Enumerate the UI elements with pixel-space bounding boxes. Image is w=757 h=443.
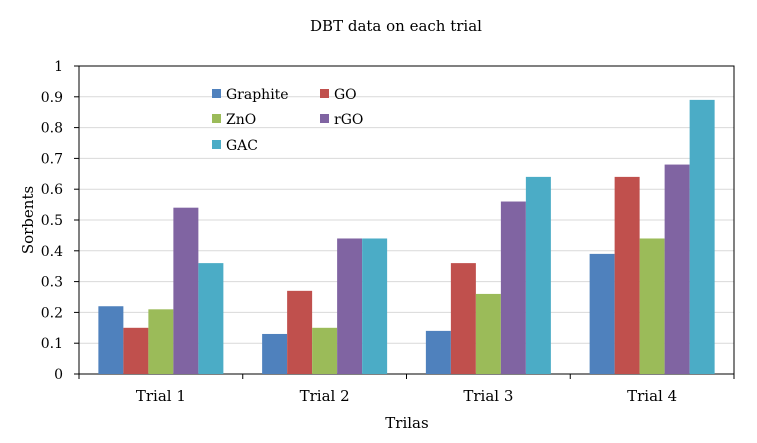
y-tick-label: 0.1 xyxy=(41,336,63,352)
bar-gac-trial-2 xyxy=(362,238,388,374)
bar-gac-trial-4 xyxy=(689,99,715,374)
y-tick-label: 0.7 xyxy=(41,151,63,167)
x-tick-label: Trial 3 xyxy=(463,387,513,405)
y-tick-label: 0.2 xyxy=(41,305,63,321)
y-tick-label: 0.8 xyxy=(41,121,63,137)
legend-swatch xyxy=(212,114,221,123)
legend-swatch xyxy=(212,89,221,98)
bar-graphite-trial-2 xyxy=(262,333,288,374)
bar-zno-trial-4 xyxy=(639,238,665,374)
legend-swatch xyxy=(320,114,329,123)
legend-swatch xyxy=(320,89,329,98)
legend-label: GAC xyxy=(226,138,258,154)
y-tick-label: 0.3 xyxy=(41,275,63,291)
legend-label: Graphite xyxy=(226,87,289,103)
bar-go-trial-1 xyxy=(123,327,149,374)
x-axis-ticks: Trial 1 Trial 2 Trial 3 Trial 4 xyxy=(78,374,735,405)
bar-go-trial-2 xyxy=(287,290,313,374)
bar-graphite-trial-3 xyxy=(425,330,451,374)
bar-go-trial-4 xyxy=(614,176,640,374)
y-tick-label: 0.5 xyxy=(41,213,63,229)
bar-rgo-trial-1 xyxy=(173,207,199,374)
bar-rgo-trial-3 xyxy=(500,201,526,374)
bar-rgo-trial-4 xyxy=(664,164,690,374)
x-tick-label: Trial 2 xyxy=(300,387,350,405)
y-tick-label: 0.6 xyxy=(41,182,63,198)
bar-zno-trial-3 xyxy=(475,293,501,374)
y-axis-ticks: 0 0.1 0.2 0.3 0.4 0.5 0.6 0.7 0.8 0.9 1 xyxy=(41,59,79,383)
legend-label: rGO xyxy=(334,112,363,128)
y-axis-label: Sorbents xyxy=(19,186,37,254)
bar-go-trial-3 xyxy=(450,263,476,374)
bar-gac-trial-3 xyxy=(525,176,551,374)
legend-label: ZnO xyxy=(226,112,256,128)
y-tick-label: 0.4 xyxy=(41,244,63,260)
x-axis-label: Trilas xyxy=(385,414,428,432)
y-tick-label: 0.9 xyxy=(41,90,63,106)
legend: Graphite GO ZnO rGO GAC xyxy=(212,87,363,154)
bar-zno-trial-2 xyxy=(312,327,338,374)
bar-graphite-trial-4 xyxy=(589,253,615,374)
bars xyxy=(98,99,715,374)
bar-zno-trial-1 xyxy=(148,309,174,374)
legend-label: GO xyxy=(334,87,357,103)
y-tick-label: 1 xyxy=(54,59,63,75)
y-tick-label: 0 xyxy=(54,367,63,383)
bar-graphite-trial-1 xyxy=(98,306,124,374)
bar-rgo-trial-2 xyxy=(337,238,363,374)
x-tick-label: Trial 4 xyxy=(627,387,677,405)
legend-swatch xyxy=(212,140,221,149)
chart-title: DBT data on each trial xyxy=(310,17,482,35)
bar-gac-trial-1 xyxy=(198,263,224,374)
x-tick-label: Trial 1 xyxy=(136,387,186,405)
